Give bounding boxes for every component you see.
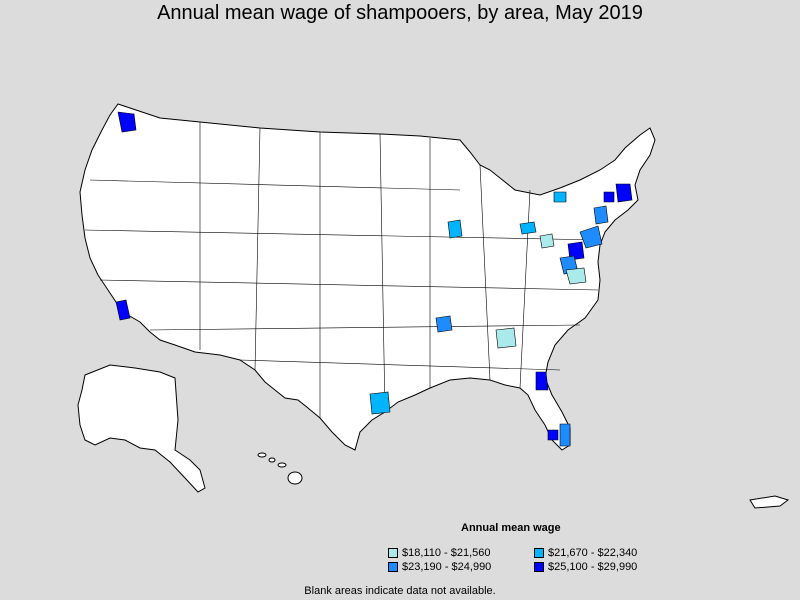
legend-item-2: $21,670 - $22,340 — [534, 547, 637, 559]
legend-title: Annual mean wage — [461, 522, 561, 534]
legend-item-4: $25,100 - $29,990 — [534, 561, 637, 573]
area-chicago — [447, 219, 463, 239]
area-baltimore — [567, 241, 585, 261]
legend-swatch-3 — [388, 562, 398, 572]
area-boston — [615, 183, 633, 203]
area-los-angeles — [115, 299, 131, 321]
legend-label-2: $21,670 - $22,340 — [548, 547, 638, 559]
area-virginia — [565, 267, 587, 285]
area-buffalo — [553, 191, 567, 203]
legend-swatch-1 — [388, 548, 398, 558]
legend-item-3: $23,190 - $24,990 — [388, 561, 491, 573]
area-philadelphia — [579, 225, 603, 249]
area-cleveland — [519, 221, 537, 235]
legend-swatch-4 — [534, 562, 544, 572]
area-houston — [369, 391, 391, 415]
footnote: Blank areas indicate data not available. — [304, 585, 496, 597]
area-pittsburgh — [539, 233, 555, 249]
area-seattle — [117, 111, 137, 133]
puerto-rico — [749, 495, 790, 509]
area-miami — [559, 423, 571, 447]
area-hartford — [603, 191, 615, 203]
legend-label-1: $18,110 - $21,560 — [402, 547, 491, 559]
alaska — [77, 364, 206, 493]
legend-item-1: $18,110 - $21,560 — [388, 547, 490, 559]
area-atlanta — [495, 327, 517, 349]
area-memphis — [435, 315, 453, 333]
area-jacksonville — [535, 371, 549, 391]
legend-label-4: $25,100 - $29,990 — [548, 561, 638, 573]
legend-label-3: $23,190 - $24,990 — [402, 561, 492, 573]
area-nyc — [593, 205, 609, 225]
legend-swatch-2 — [534, 548, 544, 558]
area-naples — [547, 429, 559, 441]
wage-areas — [115, 111, 633, 447]
map-title: Annual mean wage of shampooers, by area,… — [157, 2, 643, 24]
hawaii — [257, 452, 303, 485]
